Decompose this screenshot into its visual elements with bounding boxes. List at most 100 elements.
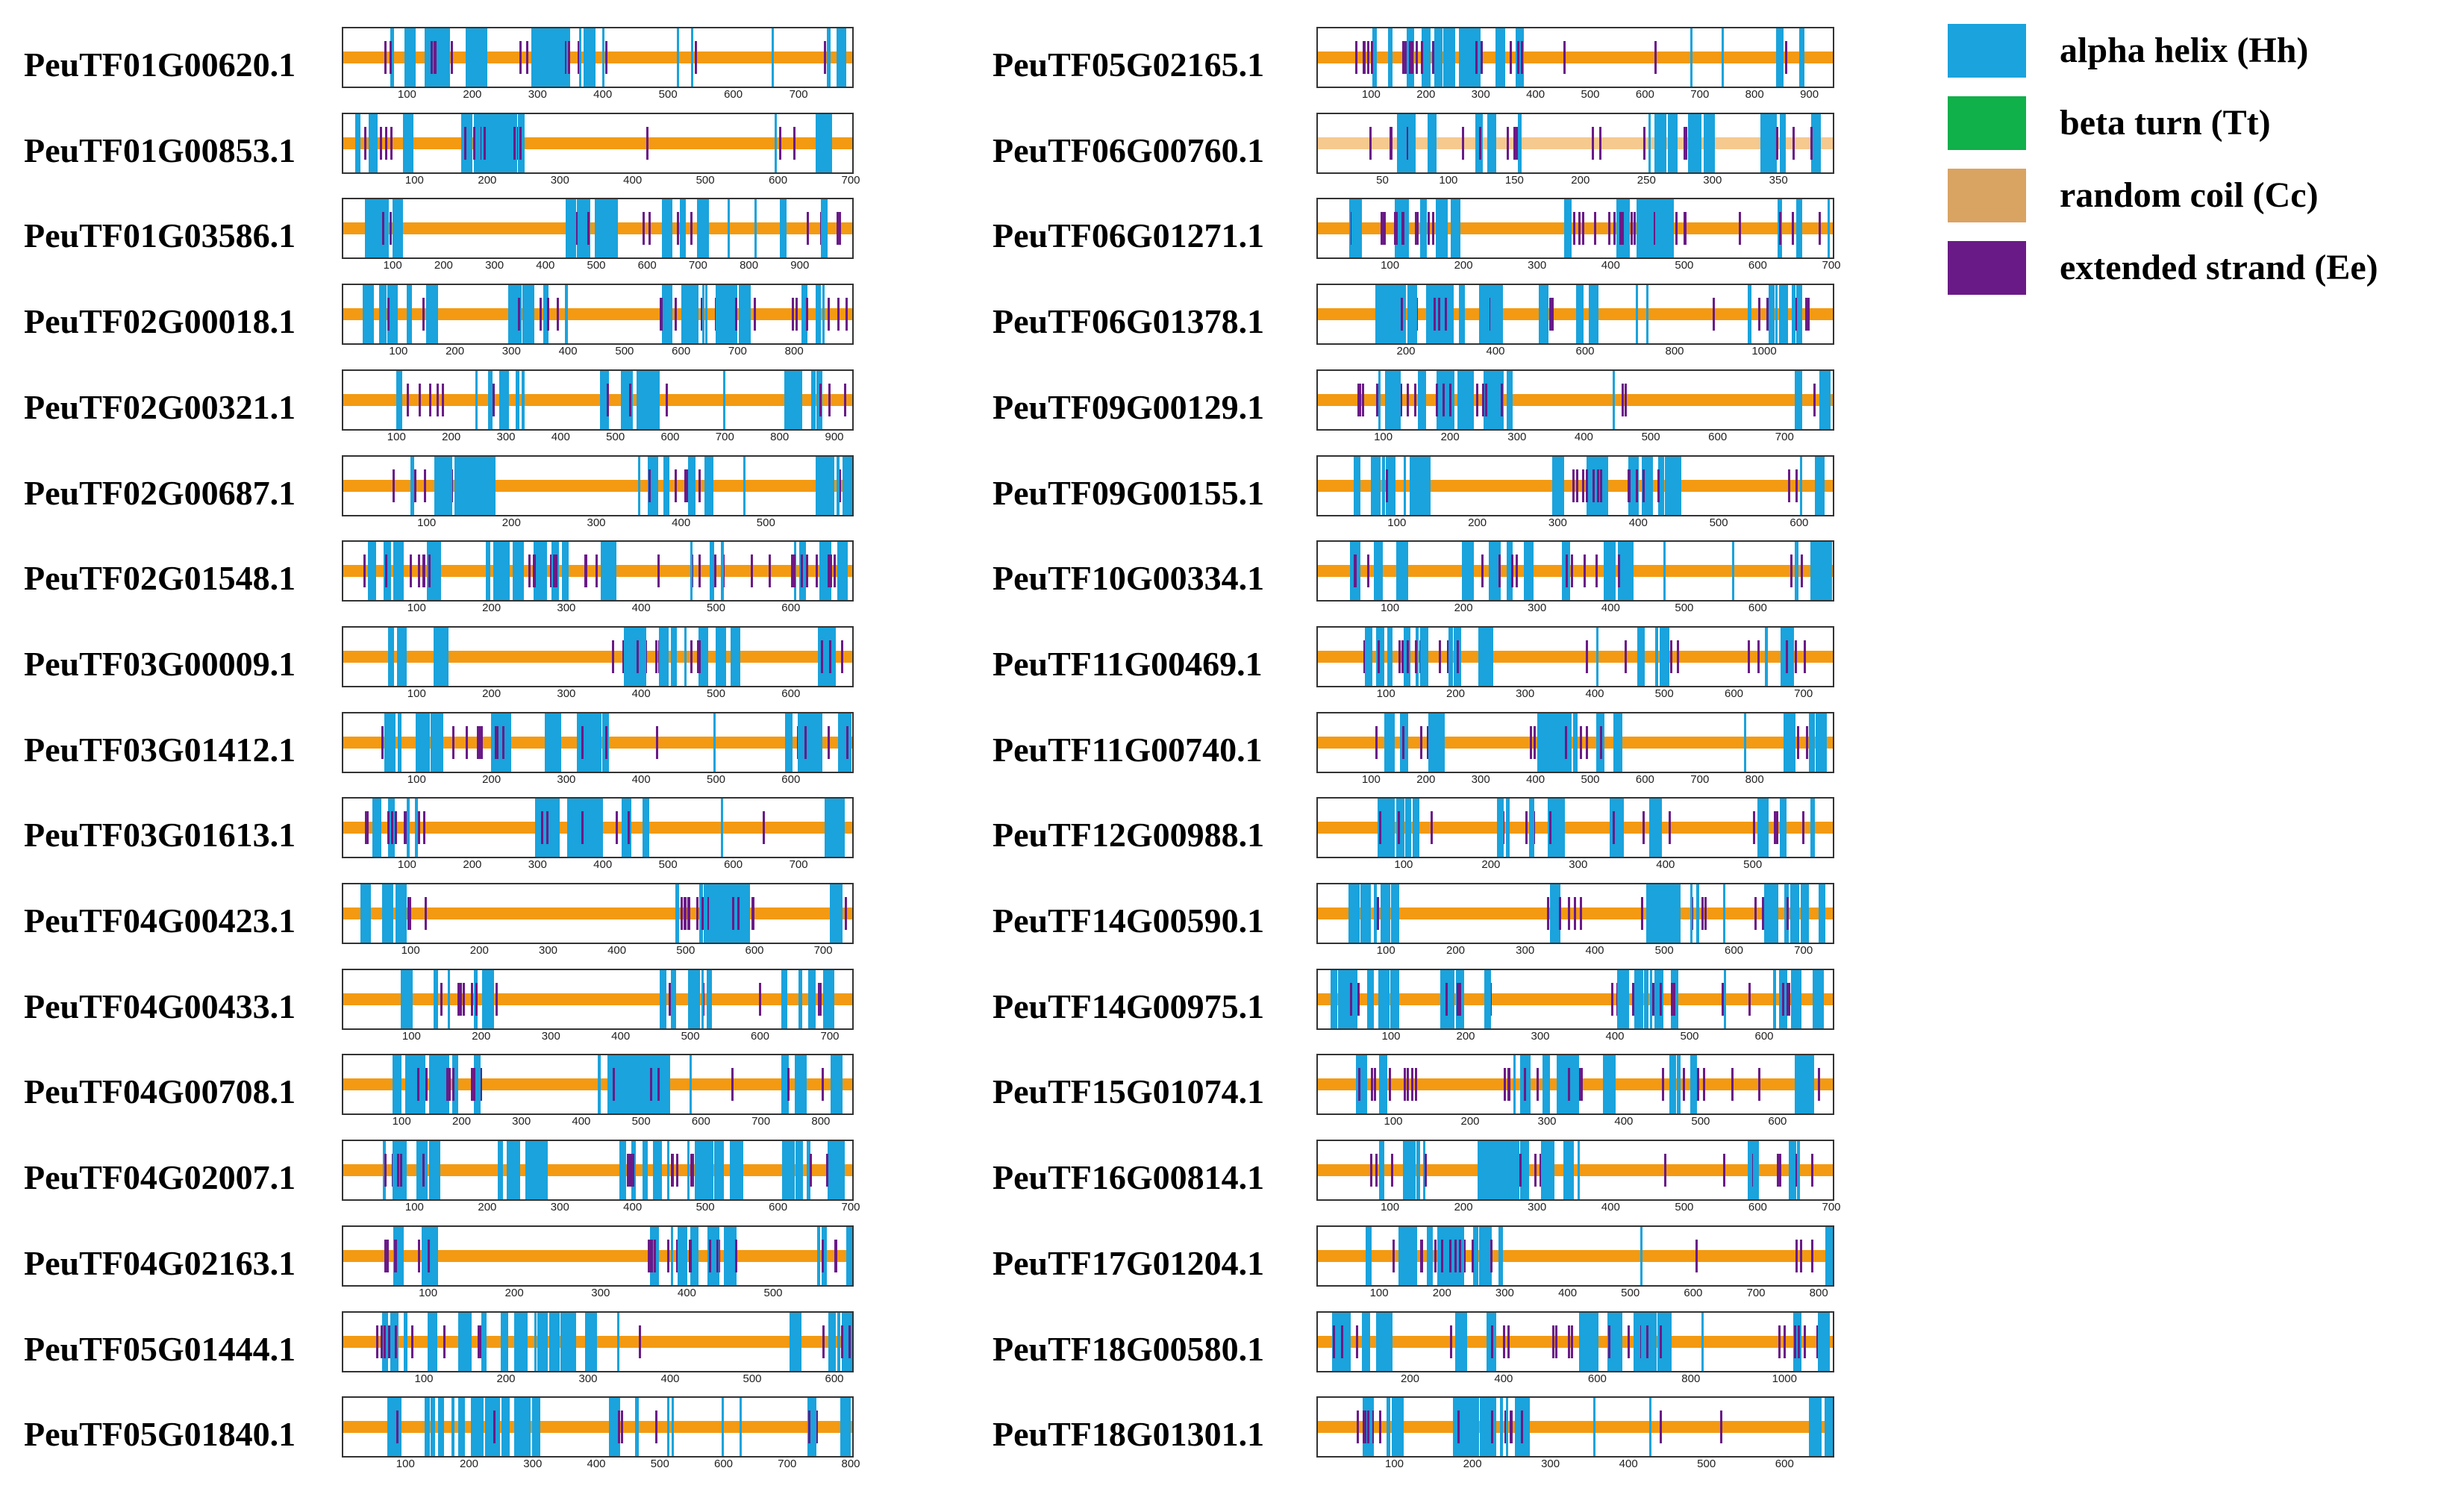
extended-strand-segment [466,726,469,759]
extended-strand-segment [709,1240,711,1272]
alpha-helix-segment [815,713,823,772]
position-axis: 100 200 300 400 500 600 700 800 [342,1458,860,1474]
extended-strand-segment [407,897,410,930]
alpha-helix-segment [1795,199,1802,257]
position-axis: 100 200 300 400 500 600 700 [1316,259,1840,275]
alpha-helix-segment [1819,371,1831,429]
extended-strand-segment [1510,41,1512,74]
extended-strand-segment [513,127,516,160]
extended-strand-segment [1773,811,1776,844]
extended-strand-segment [1621,384,1624,416]
alpha-helix-segment [781,970,787,1028]
position-tick-label: 700 [820,1030,840,1043]
alpha-helix-segment [1650,799,1662,857]
extended-strand-segment [387,811,390,844]
alpha-helix-segment [1396,542,1409,600]
position-tick-label: 300 [541,1030,560,1043]
position-tick-label: 100 [407,687,426,700]
alpha-helix-segment [1563,1141,1575,1199]
extended-strand-segment [1442,384,1445,416]
alpha-helix-segment [461,1313,466,1371]
extended-strand-segment [1482,384,1485,416]
extended-strand-segment [418,1240,421,1272]
position-tick-label: 300 [557,602,576,614]
alpha-helix-segment [807,1141,810,1199]
random-coil-bar [343,907,852,919]
alpha-helix-segment [698,628,708,686]
extended-strand-segment [626,1154,629,1187]
extended-strand-segment [395,1325,398,1358]
extended-strand-segment [1362,384,1365,416]
alpha-helix-segment [1516,1398,1523,1456]
alpha-helix-segment [1338,970,1346,1028]
alpha-helix-segment [653,1141,662,1199]
position-tick-label: 400 [1619,1458,1638,1470]
alpha-helix-segment [1722,884,1725,943]
position-tick-label: 200 [434,259,453,272]
protein-id-label: PeuTF04G00708.1 [24,1072,296,1110]
alpha-helix-segment [638,457,641,515]
position-axis: 100 200 300 400 500 600 [1316,602,1831,618]
protein-row: PeuTF09G00155.1 100 200 300 400 500 600 [993,455,1839,537]
extended-strand-segment [684,469,687,502]
extended-strand-segment [1354,554,1357,587]
position-axis: 100 200 300 400 500 600 [342,602,851,618]
alpha-helix-segment [1698,114,1702,172]
position-tick-label: 100 [419,1287,438,1299]
extended-strand-segment [394,811,397,844]
position-tick-label: 100 [1384,1115,1403,1128]
alpha-helix-segment [1331,970,1338,1028]
alpha-helix-segment [429,1141,440,1199]
position-tick-label: 100 [392,1115,411,1128]
protein-row: PeuTF01G00853.1 100 200 300 400 500 600 700 [24,113,860,195]
extended-strand-segment [1519,1154,1522,1187]
alpha-helix-segment [1669,1055,1677,1113]
extended-strand-segment [427,1240,430,1272]
alpha-helix-segment [675,884,680,943]
extended-strand-segment [394,1240,397,1272]
extended-strand-segment [1685,127,1688,160]
extended-strand-segment [1566,554,1569,587]
extended-strand-segment [804,726,807,759]
extended-strand-segment [1540,1154,1542,1187]
extended-strand-segment [397,1154,400,1187]
extended-strand-segment [1564,726,1567,759]
alpha-helix-segment [386,199,390,257]
protein-row: PeuTF05G02165.1 100 200 300 400 500 600 700 800 9… [993,27,1839,109]
alpha-helix-segment [601,28,604,87]
alpha-helix-segment [514,1141,521,1199]
alpha-helix-segment [1460,970,1465,1028]
position-tick-label: 300 [528,858,547,871]
structure-track [342,284,854,345]
alpha-helix-segment [1635,285,1638,343]
alpha-helix-segment [1390,285,1395,343]
alpha-helix-segment [721,884,729,943]
extended-strand-segment [824,41,827,74]
protein-row: PeuTF14G00590.1 100 200 300 400 500 600 700 [993,883,1839,965]
extended-strand-segment [1372,1411,1375,1443]
position-axis: 100 200 300 400 500 600 [1316,1115,1831,1131]
extended-strand-segment [1551,1325,1554,1358]
position-tick-label: 800 [1809,1287,1828,1299]
extended-strand-segment [665,384,668,416]
alpha-helix-segment [1499,1398,1503,1456]
extended-strand-segment [1355,41,1358,74]
extended-strand-segment [1775,811,1778,844]
position-tick-label: 300 [538,944,558,957]
position-tick-label: 700 [1794,944,1813,957]
protein-id-label: PeuTF03G00009.1 [24,645,296,683]
extended-strand-segment [1670,640,1673,673]
protein-id-label: PeuTF01G00853.1 [24,131,296,169]
position-tick-label: 600 [660,431,680,443]
extended-strand-segment [1444,298,1447,331]
random-coil-bar [1318,1250,1833,1262]
extended-strand-segment [476,726,479,759]
alpha-helix-segment [1543,1141,1554,1199]
alpha-helix-segment [619,1141,626,1199]
position-tick-label: 200 [1454,259,1473,272]
extended-strand-segment [690,640,693,673]
structure-track [1316,626,1834,687]
extended-strand-segment [1445,983,1448,1016]
extended-strand-segment [657,554,660,587]
extended-strand-segment [1428,212,1431,245]
